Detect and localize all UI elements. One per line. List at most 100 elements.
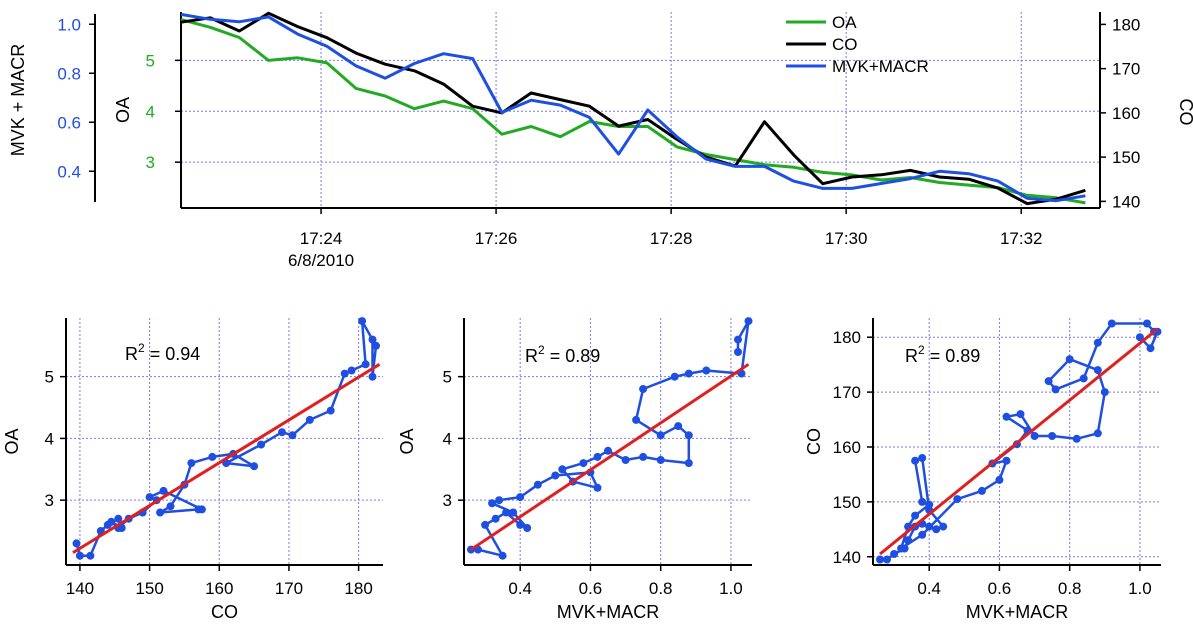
x-tick-label: 0.6 <box>579 579 603 598</box>
x-axis-title: MVK+MACR <box>966 602 1069 622</box>
data-point <box>516 520 525 529</box>
data-point <box>904 536 913 545</box>
data-point <box>502 508 511 517</box>
y-tick-label: 140 <box>833 548 861 567</box>
fit-line <box>879 327 1159 556</box>
x-axis-title: CO <box>211 602 238 622</box>
data-point <box>250 462 259 471</box>
scatter-panel-co-vs-mvk: 0.4 0.6 0.8 1.0 140 150 160 170 180 MVK+MACR CO R2 … <box>804 318 1162 622</box>
data-point <box>1048 432 1057 440</box>
data-point <box>977 486 986 495</box>
data-point <box>533 480 542 489</box>
y-axis-title: OA <box>2 428 22 454</box>
x-tick-label: 17:24 <box>300 229 343 248</box>
x-tick-label: 180 <box>344 579 372 598</box>
data-point <box>166 502 175 511</box>
data-point <box>890 550 899 558</box>
mvk-axis-tick-label: 0.8 <box>57 64 81 83</box>
data-point <box>883 555 891 564</box>
data-point <box>72 539 81 548</box>
data-point <box>744 317 753 326</box>
data-point <box>925 500 934 509</box>
data-point <box>656 456 665 464</box>
oa-axis-title: OA <box>113 97 133 123</box>
fit-line <box>470 363 750 551</box>
data-point <box>632 415 641 424</box>
r-symbol: R <box>125 344 138 364</box>
x-tick-label: 17:26 <box>475 229 518 248</box>
data-point <box>495 496 504 505</box>
data-point <box>1093 429 1102 438</box>
x-tick-label: 17:30 <box>825 229 868 248</box>
data-point <box>932 525 941 534</box>
data-point <box>194 505 203 514</box>
y-tick-label: 3 <box>443 491 452 510</box>
series-line-mvk <box>180 12 1086 203</box>
y-tick-label: 4 <box>45 429 54 448</box>
data-point <box>639 452 648 461</box>
mvk-axis-tick-label: 1.0 <box>57 15 81 34</box>
data-point <box>278 428 286 437</box>
data-point <box>656 431 665 440</box>
y-axis-title: OA <box>397 428 417 454</box>
series-line-oa <box>180 18 1086 205</box>
data-point <box>579 459 588 468</box>
data-point <box>684 431 693 440</box>
y-tick-label: 5 <box>443 368 452 387</box>
data-point <box>368 335 377 344</box>
r-superscript: 2 <box>538 343 545 357</box>
y-tick-label: 170 <box>833 383 861 402</box>
x-tick-label: 1.0 <box>1128 579 1152 598</box>
data-point <box>551 471 560 480</box>
data-point <box>498 551 507 560</box>
data-point <box>159 486 168 495</box>
data-point <box>358 317 367 326</box>
series-line-co <box>180 11 1086 206</box>
y-tick-label: 4 <box>443 429 452 448</box>
data-point <box>326 406 335 415</box>
x-date-label: 6/8/2010 <box>288 251 354 270</box>
data-point <box>953 495 962 504</box>
data-point <box>1072 434 1081 443</box>
data-point <box>1100 388 1109 397</box>
data-point <box>372 341 380 350</box>
x-tick-label: 140 <box>66 579 94 598</box>
data-point <box>670 372 679 381</box>
data-point <box>523 524 532 532</box>
mvk-axis-tick-label: 0.6 <box>57 113 81 132</box>
co-axis-tick-label: 180 <box>1112 15 1140 34</box>
mvk-axis-tick-label: 0.4 <box>57 162 81 181</box>
mvk-axis-title: MVK + MACR <box>8 44 28 157</box>
data-point <box>639 385 648 393</box>
data-point <box>1107 319 1116 328</box>
x-tick-label: 17:28 <box>650 229 693 248</box>
data-point <box>368 372 377 381</box>
x-tick-label: 0.6 <box>988 579 1012 598</box>
data-point <box>734 348 742 356</box>
y-tick-label: 150 <box>833 493 861 512</box>
data-point <box>925 522 934 531</box>
x-tick-label: 150 <box>135 579 163 598</box>
data-point <box>145 493 154 502</box>
data-point <box>1093 338 1102 347</box>
x-axis-title: MVK+MACR <box>557 602 660 622</box>
data-point <box>876 555 884 564</box>
oa-axis-tick-label: 4 <box>146 102 155 121</box>
data-point <box>674 422 683 431</box>
legend-label: MVK+MACR <box>832 57 929 76</box>
data-point <box>1016 410 1025 419</box>
r-squared-annotation: R2 = 0.89 <box>525 343 600 366</box>
data-point <box>995 475 1004 484</box>
data-point <box>1051 385 1060 394</box>
co-axis-title: CO <box>1176 99 1193 126</box>
data-point <box>558 465 567 474</box>
data-point <box>107 517 116 526</box>
data-point <box>1002 456 1011 465</box>
data-point <box>86 551 95 560</box>
y-tick-label: 160 <box>833 438 861 457</box>
data-point <box>488 499 497 508</box>
x-tick-label: 0.4 <box>508 579 532 598</box>
data-point <box>911 511 920 520</box>
x-tick-label: 160 <box>205 579 233 598</box>
